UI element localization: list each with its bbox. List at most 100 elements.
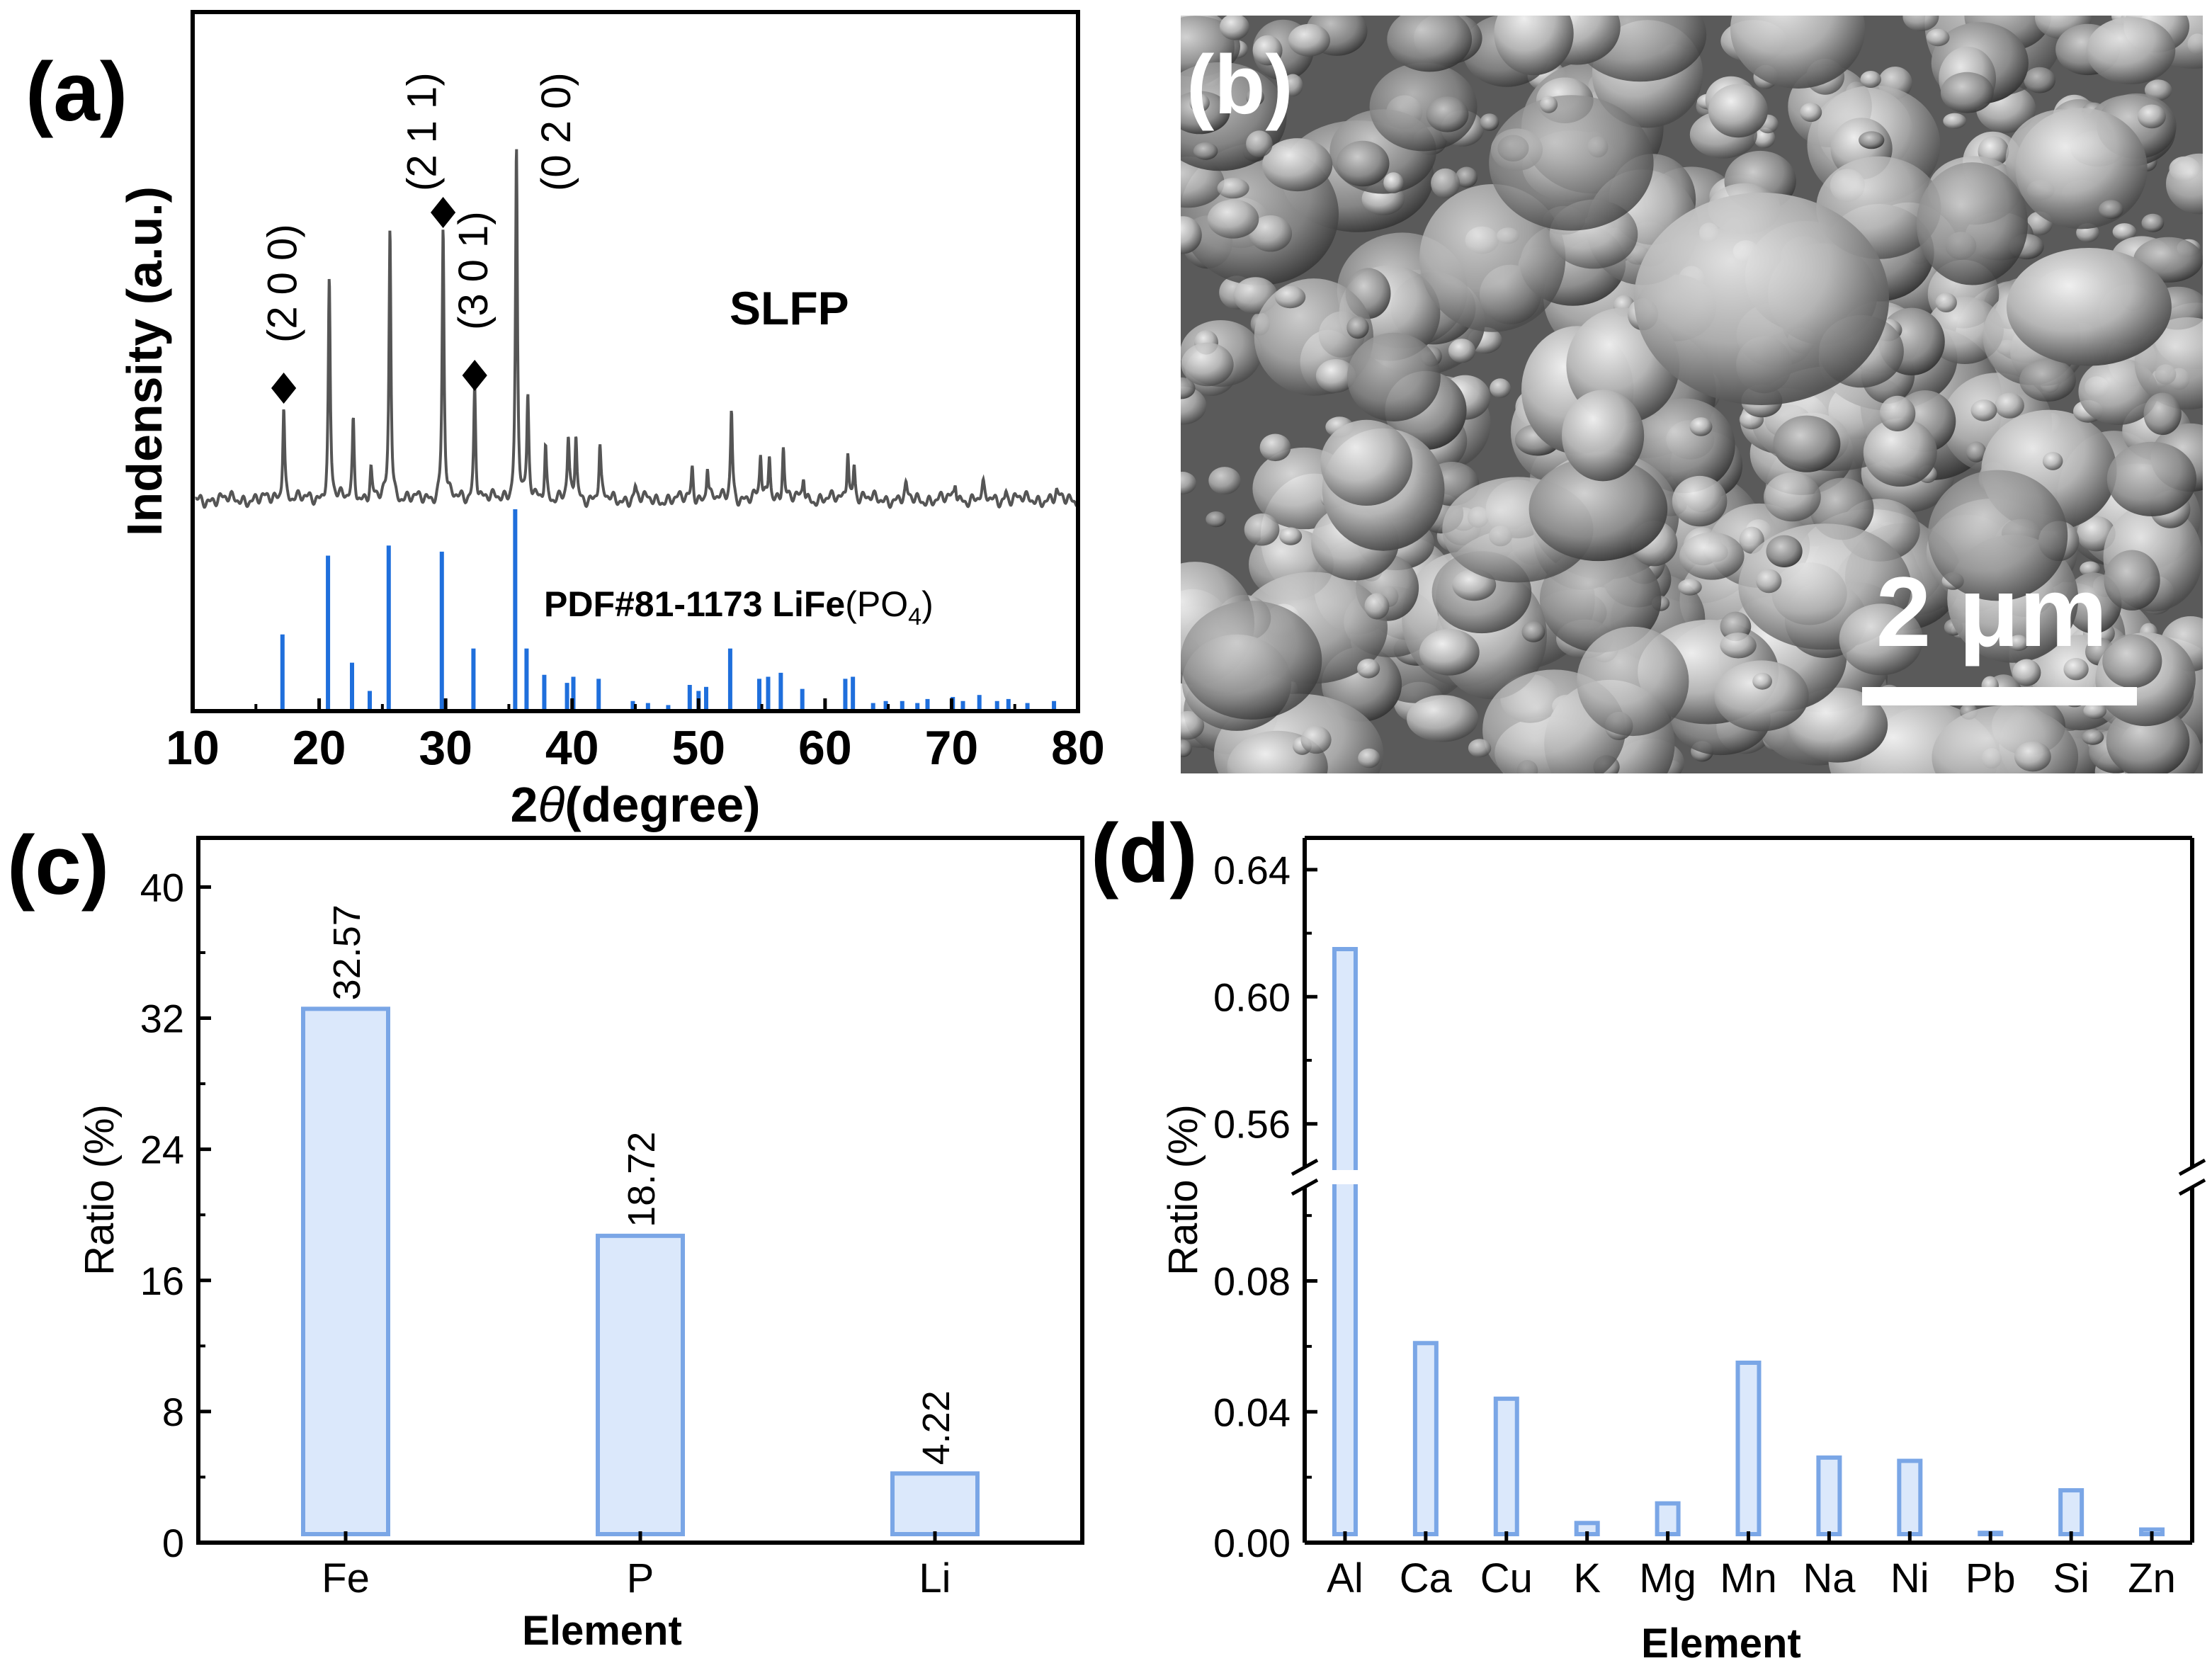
sem-grain (2106, 441, 2197, 517)
sem-grain (2086, 17, 2176, 84)
xrd-miller-label: (2 0 0) (260, 224, 306, 343)
panel-a-label: (a) (25, 45, 127, 139)
xrd-ylabel: Indensity (a.u.) (117, 186, 172, 536)
xrd-reference-end: ) (921, 584, 934, 624)
xrd-reference-label: PDF#81-1173 LiFe(PO4) (544, 584, 934, 630)
bar-value-label: 32.57 (326, 904, 368, 1000)
sem-agglomerate (1634, 193, 1889, 405)
y-tick-label: 0.60 (1213, 975, 1291, 1019)
category-label: Na (1803, 1555, 1856, 1601)
sem-grain (1935, 293, 1957, 313)
sem-grain (1181, 739, 1192, 757)
axis-break-mark (1291, 1158, 1319, 1176)
xrd-reference-suffix: (PO (845, 584, 908, 624)
sem-grain (1689, 417, 1713, 436)
sem-grain (1193, 142, 1218, 160)
bar-value-label: 4.22 (915, 1390, 958, 1465)
sem-grain (1448, 339, 1476, 363)
axis-break-mark (1291, 1178, 1319, 1196)
sem-grain (1259, 433, 1291, 462)
bar-al (1332, 947, 1358, 1536)
category-label: Li (919, 1555, 951, 1601)
sem-grain (1468, 739, 1492, 758)
y-tick-label: 32 (140, 997, 184, 1041)
sem-grain (1383, 172, 1404, 193)
sem-grain (2166, 153, 2203, 215)
category-label: Al (1327, 1555, 1363, 1601)
sem-grain (1208, 467, 1241, 495)
category-label: Ca (1400, 1555, 1453, 1601)
xrd-x-tick-label: 40 (545, 721, 599, 775)
sem-grain (2099, 200, 2123, 220)
xrd-miller-label: (0 2 0) (533, 72, 579, 191)
y-tick-label: 0.56 (1213, 1102, 1291, 1147)
category-label: Ni (1890, 1555, 1929, 1601)
y-tick-label: 8 (162, 1390, 184, 1434)
y-tick-label: 0.00 (1213, 1521, 1291, 1565)
sem-grain (2104, 550, 2160, 611)
bar-ca (1412, 1341, 1439, 1536)
y-tick-label: 0.04 (1213, 1390, 1291, 1434)
sem-grain (1181, 601, 1322, 720)
xrd-sample-line (195, 149, 1078, 509)
bar-fe (301, 1006, 390, 1536)
sem-grain (2112, 223, 2137, 241)
sem-grain (1539, 545, 1662, 653)
xrd-reference-name: PDF#81-1173 LiFe (544, 584, 845, 624)
sem-grain (1679, 532, 1745, 580)
sem-grain (1902, 16, 1939, 31)
bar-value-label: 18.72 (620, 1132, 663, 1227)
sem-grain (1766, 535, 1803, 567)
sem-grain (1970, 399, 1997, 421)
bar-ni (1897, 1458, 1923, 1536)
sem-grain (1262, 138, 1333, 192)
chart-d-ylabel: Ratio (%) (1160, 1104, 1206, 1276)
y-tick-label: 16 (140, 1259, 184, 1303)
sem-grain (1300, 725, 1332, 754)
sem-grain (2012, 659, 2041, 686)
xrd-x-tick-label: 60 (798, 721, 852, 775)
sem-grain (1181, 342, 1234, 387)
y-tick-label: 0.64 (1213, 848, 1291, 892)
xrd-peak-marker (462, 360, 487, 391)
sem-grain (2014, 741, 2051, 772)
panel-b-label: (b) (1186, 38, 1293, 132)
category-label: Mn (1720, 1555, 1777, 1601)
xrd-x-tick-label: 70 (925, 721, 979, 775)
sem-grain (1181, 216, 1202, 254)
sem-grain (2006, 248, 2172, 366)
sem-grain (1315, 359, 1356, 393)
xrd-miller-label: (2 1 1) (399, 72, 446, 191)
category-label: Fe (322, 1555, 370, 1601)
axis-break-mark (2178, 1178, 2206, 1196)
sem-grain (2144, 79, 2172, 101)
sem-grain (1730, 16, 1866, 89)
sem-grain (1426, 96, 1469, 132)
sem-grain (2042, 452, 2063, 470)
sem-grain (2024, 67, 2056, 93)
chart-c-ylabel: Ratio (%) (76, 1104, 123, 1276)
y-tick-label: 24 (140, 1128, 184, 1172)
sem-grain (2082, 729, 2104, 745)
sem-grain (1181, 472, 1196, 494)
xrd-xlabel: 2θ(degree) (510, 777, 760, 832)
sem-grain (1357, 659, 1380, 679)
xrd-reference-sub: 4 (908, 603, 921, 630)
y-tick-label: 0.08 (1213, 1259, 1291, 1304)
chart-d-xlabel: Element (1641, 1621, 1801, 1667)
sem-grain (1244, 513, 1280, 546)
sem-grain (1489, 95, 1654, 231)
sem-grain (1714, 660, 1809, 732)
xrd-miller-label: (3 0 1) (450, 211, 497, 330)
sem-grain (1773, 415, 1841, 472)
chart-c-frame (196, 836, 1084, 1545)
sem-grain (1246, 89, 1264, 106)
xrd-xlabel-theta: θ (538, 777, 565, 832)
sem-grain (1940, 72, 1994, 113)
sem-grain (1206, 511, 1227, 528)
sem-grain (1320, 419, 1413, 506)
sem-grain (1528, 457, 1668, 562)
sem-grain (1181, 710, 1205, 740)
xrd-xlabel-prefix: 2 (510, 777, 538, 832)
